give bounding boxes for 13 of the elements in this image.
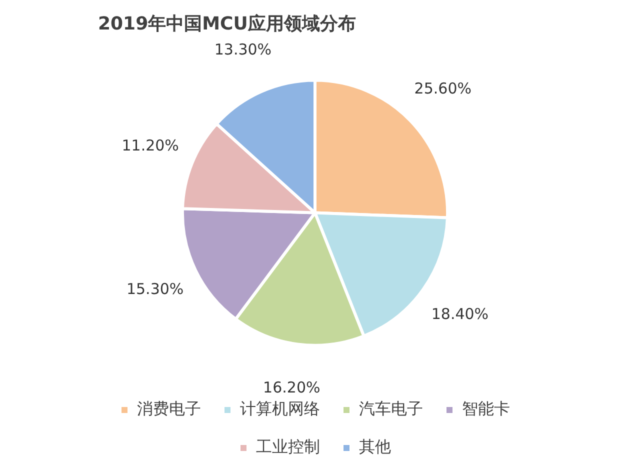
legend-label: 汽车电子 <box>359 399 423 418</box>
legend-label: 消费电子 <box>137 399 201 418</box>
data-label: 13.30% <box>214 40 272 58</box>
legend-label: 其他 <box>359 437 391 456</box>
data-label: 15.30% <box>126 280 184 298</box>
chart-title: 2019年中国MCU应用领域分布 <box>98 13 356 34</box>
data-label: 18.40% <box>431 305 489 324</box>
data-label: 16.20% <box>263 378 320 397</box>
legend-label: 工业控制 <box>256 437 320 456</box>
legend-label: 计算机网络 <box>240 399 320 418</box>
data-label: 25.60% <box>414 80 472 98</box>
data-label: 11.20% <box>122 136 179 154</box>
legend-label: 智能卡 <box>462 399 510 418</box>
